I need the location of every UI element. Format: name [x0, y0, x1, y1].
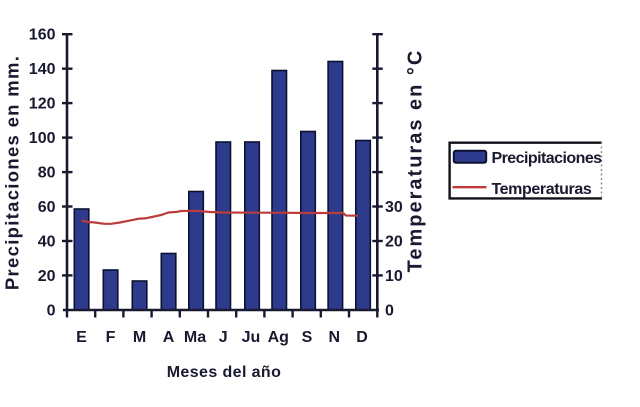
svg-text:F: F [106, 329, 116, 346]
svg-text:Meses del año: Meses del año [167, 364, 282, 381]
svg-text:Precipitaciones en mm.: Precipitaciones en mm. [2, 55, 23, 290]
svg-text:Ju: Ju [242, 329, 261, 346]
svg-text:Ag: Ag [268, 329, 289, 346]
svg-text:Temperaturas: Temperaturas [492, 181, 592, 198]
svg-text:Ma: Ma [184, 329, 206, 346]
svg-text:M: M [133, 329, 146, 346]
svg-text:E: E [76, 329, 87, 346]
svg-text:0: 0 [47, 302, 56, 319]
svg-text:D: D [356, 329, 368, 346]
svg-text:Temperaturas en °C: Temperaturas en °C [405, 49, 427, 273]
svg-text:140: 140 [29, 61, 56, 78]
svg-text:40: 40 [38, 234, 56, 251]
svg-text:20: 20 [385, 234, 403, 251]
svg-text:30: 30 [385, 199, 403, 216]
svg-text:100: 100 [29, 130, 56, 147]
svg-text:0: 0 [385, 302, 394, 319]
svg-text:Precipitaciones: Precipitaciones [492, 150, 603, 167]
svg-text:20: 20 [38, 268, 56, 285]
svg-text:S: S [302, 329, 313, 346]
svg-text:160: 160 [29, 27, 56, 44]
svg-text:10: 10 [385, 268, 403, 285]
svg-text:60: 60 [38, 199, 56, 216]
svg-text:A: A [163, 329, 175, 346]
svg-text:J: J [219, 329, 228, 346]
svg-text:80: 80 [38, 165, 56, 182]
svg-text:N: N [329, 329, 341, 346]
svg-text:120: 120 [29, 96, 56, 113]
